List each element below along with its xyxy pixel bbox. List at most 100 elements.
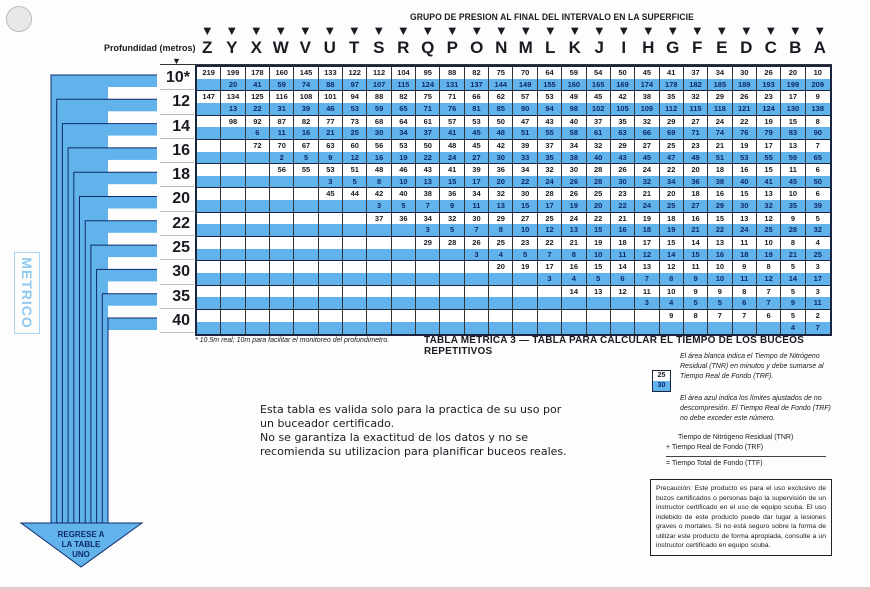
down-triangle-icon: ▼ xyxy=(666,23,680,38)
residual-nitrogen-time: 32 xyxy=(440,212,464,225)
table-cell: 13 32 xyxy=(756,188,782,212)
residual-nitrogen-time: 44 xyxy=(343,188,367,201)
adjusted-no-deco-limit xyxy=(245,273,270,285)
adjusted-no-deco-limit xyxy=(245,297,270,309)
adjusted-no-deco-limit xyxy=(732,322,756,335)
adjusted-no-deco-limit: 15 xyxy=(586,224,610,237)
adjusted-no-deco-limit: 66 xyxy=(635,127,659,139)
legend-white-text: El área blanca indica el Tiempo de Nitró… xyxy=(680,353,824,380)
pressure-group-W: ▼ W xyxy=(269,24,294,58)
adjusted-no-deco-limit xyxy=(221,200,245,212)
adjusted-no-deco-limit: 178 xyxy=(659,78,683,91)
residual-nitrogen-time: 15 xyxy=(586,261,610,274)
adjusted-no-deco-limit xyxy=(610,297,635,309)
residual-nitrogen-time: 39 xyxy=(513,139,537,152)
table-row: 98 92 6 87 11 82 16 77 21 73 25 68 30 64 34 61 37 57 41 53 4… xyxy=(197,115,830,140)
pressure-group-P: ▼ P xyxy=(440,24,465,58)
adjusted-no-deco-limit: 10 xyxy=(586,248,610,261)
adjusted-no-deco-limit: 65 xyxy=(805,151,830,164)
adjusted-no-deco-limit: 11 xyxy=(610,248,635,261)
table-cell: 39 17 xyxy=(464,164,490,188)
residual-nitrogen-time: 54 xyxy=(586,67,610,79)
adjusted-no-deco-limit xyxy=(367,273,391,285)
table-cell: 94 53 xyxy=(343,91,368,115)
table-cell: 3 17 xyxy=(805,261,830,285)
adjusted-no-deco-limit: 189 xyxy=(732,78,756,91)
adjusted-no-deco-limit: 5 xyxy=(440,224,464,237)
table-cell: 13 16 xyxy=(708,237,733,261)
residual-nitrogen-time: 8 xyxy=(732,285,756,298)
residual-nitrogen-time: 160 xyxy=(270,67,294,79)
adjusted-no-deco-limit: 182 xyxy=(683,78,708,91)
table-cell: 32 24 xyxy=(537,164,563,188)
adjusted-no-deco-limit xyxy=(197,127,221,139)
residual-nitrogen-time: 23 xyxy=(756,91,781,103)
residual-nitrogen-time: 14 xyxy=(562,285,586,298)
residual-nitrogen-time: 40 xyxy=(391,188,416,201)
residual-nitrogen-time: 15 xyxy=(732,188,756,201)
pressure-group-I: ▼ I xyxy=(612,24,637,58)
residual-nitrogen-time: 9 xyxy=(683,285,708,298)
adjusted-no-deco-limit: 149 xyxy=(513,78,537,91)
adjusted-no-deco-limit: 38 xyxy=(562,151,586,164)
arrow-line xyxy=(61,123,157,524)
residual-nitrogen-time xyxy=(318,261,343,274)
adjusted-no-deco-limit: 59 xyxy=(781,151,805,164)
table-cell xyxy=(270,285,295,309)
residual-nitrogen-time: 36 xyxy=(391,212,416,225)
table-cell: 70 149 xyxy=(513,67,538,91)
adjusted-no-deco-limit xyxy=(367,248,391,261)
adjusted-no-deco-limit: 55 xyxy=(756,151,781,164)
arrow-line xyxy=(73,171,157,524)
residual-nitrogen-time xyxy=(245,285,270,298)
residual-nitrogen-time: 95 xyxy=(416,67,440,79)
down-triangle-icon: ▼ xyxy=(788,23,802,38)
table-cell xyxy=(537,285,563,309)
residual-nitrogen-time xyxy=(440,261,464,274)
table-cell: 30 26 xyxy=(562,164,587,188)
adjusted-no-deco-limit: 36 xyxy=(683,175,708,188)
table-cell: 24 32 xyxy=(635,164,660,188)
residual-nitrogen-time: 49 xyxy=(562,91,586,103)
residual-nitrogen-time xyxy=(270,188,294,201)
table-cell: 24 74 xyxy=(708,115,733,139)
adjusted-no-deco-limit xyxy=(270,322,294,335)
table-cell: 12 8 xyxy=(659,261,684,285)
table-row: 219 199 20 178 41 160 59 145 74 133 88 122 97 112 107 1… xyxy=(197,67,830,92)
pressure-group-K: ▼ K xyxy=(563,24,588,58)
table-cell: 10 209 xyxy=(805,67,830,91)
table-cell: 112 107 xyxy=(367,67,392,91)
residual-nitrogen-time: 104 xyxy=(391,67,416,79)
residual-nitrogen-time: 14 xyxy=(683,237,708,249)
table-cell: 15 83 xyxy=(781,115,806,139)
residual-nitrogen-time: 7 xyxy=(756,285,781,298)
sum-rule xyxy=(666,456,826,457)
residual-nitrogen-time: 6 xyxy=(805,188,830,201)
residual-nitrogen-time: 134 xyxy=(221,91,245,103)
residual-nitrogen-time xyxy=(221,285,245,298)
adjusted-no-deco-limit: 30 xyxy=(367,127,391,139)
residual-nitrogen-time: 60 xyxy=(343,139,367,152)
residual-nitrogen-time xyxy=(294,237,318,249)
residual-nitrogen-time xyxy=(367,285,391,298)
table-cell: 38 109 xyxy=(635,91,660,115)
table-cell: 22 15 xyxy=(586,212,611,237)
depth-label: Profundidad (metros) xyxy=(104,43,196,53)
residual-nitrogen-time: 45 xyxy=(464,139,489,152)
pressure-group-N: ▼ N xyxy=(489,24,514,58)
table-cell xyxy=(197,139,222,164)
table-cell xyxy=(221,212,246,237)
residual-nitrogen-time xyxy=(221,237,245,249)
table-cell: 37 61 xyxy=(586,115,611,139)
residual-nitrogen-time: 25 xyxy=(586,188,610,201)
table-cell xyxy=(610,309,636,335)
residual-nitrogen-time: 5 xyxy=(781,309,805,323)
adjusted-no-deco-limit: 29 xyxy=(708,200,732,212)
residual-nitrogen-time: 17 xyxy=(781,91,805,103)
residual-nitrogen-time xyxy=(245,188,270,201)
table-cell: 49 98 xyxy=(562,91,587,115)
table-cell xyxy=(245,164,271,188)
depth-30: 30 xyxy=(160,260,194,285)
adjusted-no-deco-limit: 14 xyxy=(659,248,683,261)
